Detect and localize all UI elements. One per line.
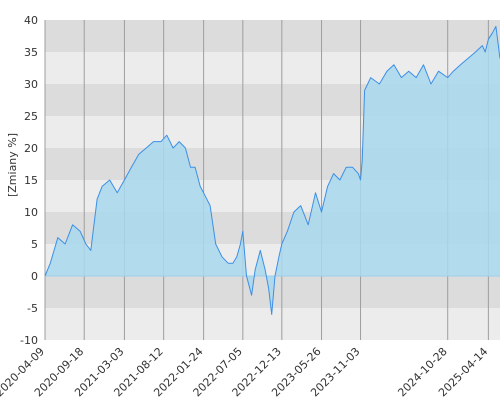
y-tick-label: -10 [20,334,38,347]
y-tick-label: 5 [31,238,38,251]
plot-series [44,25,500,315]
y-band [45,308,500,340]
y-tick-label: 40 [24,14,38,27]
x-tick-labels: 2020-04-092020-09-182021-03-032021-08-12… [0,345,491,399]
y-band [45,20,500,52]
y-tick-label: -5 [27,302,38,315]
y-tick-label: 10 [24,206,38,219]
y-tick-label: 0 [31,270,38,283]
series-line [44,25,500,315]
y-tick-label: 20 [24,142,38,155]
y-tick-label: 25 [24,110,38,123]
y-tick-labels: -10 -5 0 5 10 15 20 25 30 35 40 [20,14,38,347]
y-tick-label: 35 [24,46,38,59]
series-area [45,26,500,315]
y-axis-label: [Zmiany %] [6,133,19,197]
y-band [45,52,500,84]
y-tick-label: 15 [24,174,38,187]
y-tick-label: 30 [24,78,38,91]
